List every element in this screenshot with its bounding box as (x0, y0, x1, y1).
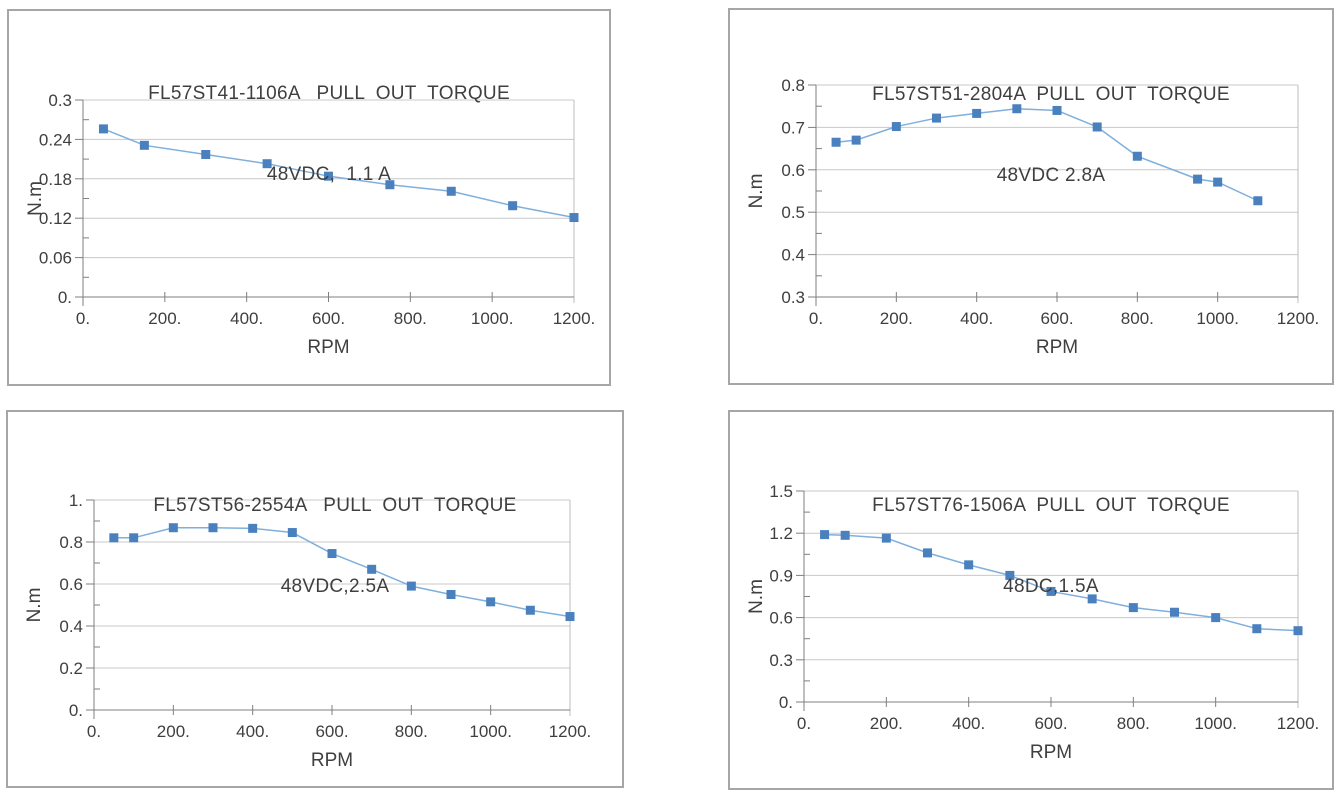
svg-text:600.: 600. (1034, 714, 1067, 733)
svg-text:0.: 0. (87, 722, 101, 741)
svg-text:800.: 800. (1121, 309, 1154, 328)
svg-text:0.12: 0.12 (39, 209, 72, 228)
svg-text:1200.: 1200. (553, 309, 596, 328)
chart-panel-fl57st76-1506a: 0. 0.3 0.6 0.9 1.2 1.5 0. 200. 400. 600. 800. 1000.… (728, 410, 1334, 790)
chart-title: FL57ST56-2554A PULL OUT TORQUE 48VDC,2.5… (50, 438, 620, 654)
svg-text:0.5: 0.5 (781, 203, 805, 222)
svg-text:600.: 600. (312, 309, 345, 328)
chart-panel-fl57st41-1106a: 0. 0.06 0.12 0.18 0.24 0.3 0. 200. 400. 600. 800. 1… (7, 9, 611, 386)
chart-title-line2: 48DC,1.5A (1003, 576, 1099, 597)
svg-text:N.m: N.m (24, 588, 45, 623)
svg-text:1000.: 1000. (1194, 714, 1237, 733)
svg-text:RPM: RPM (1030, 742, 1072, 763)
svg-text:1000.: 1000. (469, 722, 512, 741)
svg-text:0.06: 0.06 (39, 249, 72, 268)
chart-title-line1: FL57ST51-2804A PULL OUT TORQUE (872, 84, 1230, 105)
chart-title-line1: FL57ST56-2554A PULL OUT TORQUE (153, 495, 517, 516)
svg-text:1200.: 1200. (549, 722, 592, 741)
svg-text:0.6: 0.6 (781, 161, 805, 180)
chart-title-line2: 48VDC, 1.1 A (266, 164, 392, 185)
svg-text:1000.: 1000. (471, 309, 514, 328)
svg-text:0.: 0. (797, 714, 811, 733)
svg-text:200.: 200. (157, 722, 190, 741)
svg-text:1.: 1. (69, 491, 83, 510)
svg-text:N.m: N.m (25, 181, 46, 216)
torque-plot: 0. 0.3 0.6 0.9 1.2 1.5 0. 200. 400. 600. 800. 1000.… (730, 412, 1332, 788)
svg-text:400.: 400. (952, 714, 985, 733)
svg-text:N.m: N.m (746, 174, 767, 209)
svg-text:800.: 800. (395, 722, 428, 741)
torque-plot: 0. 0.2 0.4 0.6 0.8 1. 0. 200. 400. 600. 800. 1000. 1… (8, 412, 622, 786)
svg-text:600.: 600. (1040, 309, 1073, 328)
svg-text:0.2: 0.2 (59, 659, 83, 678)
svg-text:400.: 400. (230, 309, 263, 328)
svg-text:RPM: RPM (1036, 337, 1078, 358)
chart-title: FL57ST76-1506A PULL OUT TORQUE 48DC,1.5A (772, 438, 1330, 654)
torque-plot-svg: 0. 0.2 0.4 0.6 0.8 1. 0. 200. 400. 600. 800. 1000. 1… (24, 491, 592, 771)
svg-text:1000.: 1000. (1196, 309, 1239, 328)
svg-text:RPM: RPM (307, 337, 349, 358)
svg-text:0.18: 0.18 (39, 170, 72, 189)
chart-title-line2: 48VDC 2.8A (996, 165, 1106, 186)
torque-plot-svg: 0.3 0.4 0.5 0.6 0.7 0.8 0. 200. 400. 600. 800. 1000… (746, 76, 1320, 358)
svg-text:0.3: 0.3 (769, 651, 793, 670)
chart-title: FL57ST41-1106A PULL OUT TORQUE 48VDC, 1.… (51, 26, 607, 242)
svg-text:0.: 0. (809, 309, 823, 328)
svg-text:0.: 0. (76, 309, 90, 328)
svg-text:400.: 400. (236, 722, 269, 741)
svg-text:N.m: N.m (746, 579, 767, 614)
torque-plot-svg: 0. 0.3 0.6 0.9 1.2 1.5 0. 200. 400. 600. 800. 1000.… (746, 482, 1320, 763)
svg-text:0.3: 0.3 (48, 91, 72, 110)
svg-text:0.8: 0.8 (781, 76, 805, 95)
svg-text:0.4: 0.4 (59, 617, 83, 636)
chart-title: FL57ST51-2804A PULL OUT TORQUE 48VDC 2.8… (772, 27, 1330, 243)
chart-title-line2: 48VDC,2.5A (280, 576, 390, 597)
svg-text:0.3: 0.3 (781, 288, 805, 307)
svg-text:0.4: 0.4 (781, 246, 805, 265)
torque-plot: 0. 0.06 0.12 0.18 0.24 0.3 0. 200. 400. 600. 800. 1… (9, 11, 609, 384)
svg-text:1200.: 1200. (1277, 714, 1320, 733)
svg-text:200.: 200. (148, 309, 181, 328)
svg-text:1.5: 1.5 (769, 482, 793, 501)
svg-text:0.: 0. (58, 288, 72, 307)
svg-text:600.: 600. (315, 722, 348, 741)
svg-text:1200.: 1200. (1277, 309, 1320, 328)
svg-text:800.: 800. (1117, 714, 1150, 733)
svg-text:800.: 800. (394, 309, 427, 328)
svg-text:200.: 200. (870, 714, 903, 733)
svg-text:200.: 200. (880, 309, 913, 328)
svg-text:0.7: 0.7 (781, 118, 805, 137)
chart-title-line1: FL57ST41-1106A PULL OUT TORQUE (148, 83, 510, 104)
svg-text:1.2: 1.2 (769, 524, 793, 543)
svg-text:0.: 0. (779, 693, 793, 712)
chart-panel-fl57st51-2804a: 0.3 0.4 0.5 0.6 0.7 0.8 0. 200. 400. 600. 800. 1000… (728, 8, 1334, 385)
svg-text:0.6: 0.6 (59, 575, 83, 594)
svg-text:0.24: 0.24 (39, 130, 72, 149)
torque-plot: 0.3 0.4 0.5 0.6 0.7 0.8 0. 200. 400. 600. 800. 1000… (730, 10, 1332, 383)
svg-text:400.: 400. (960, 309, 993, 328)
svg-text:0.8: 0.8 (59, 533, 83, 552)
svg-text:0.6: 0.6 (769, 609, 793, 628)
svg-text:0.: 0. (69, 701, 83, 720)
chart-title-line1: FL57ST76-1506A PULL OUT TORQUE (872, 495, 1230, 516)
chart-panel-fl57st56-2554a: 0. 0.2 0.4 0.6 0.8 1. 0. 200. 400. 600. 800. 1000. 1… (6, 410, 624, 788)
svg-text:RPM: RPM (311, 750, 353, 771)
svg-text:0.9: 0.9 (769, 566, 793, 585)
torque-plot-svg: 0. 0.06 0.12 0.18 0.24 0.3 0. 200. 400. 600. 800. 1… (25, 91, 596, 358)
